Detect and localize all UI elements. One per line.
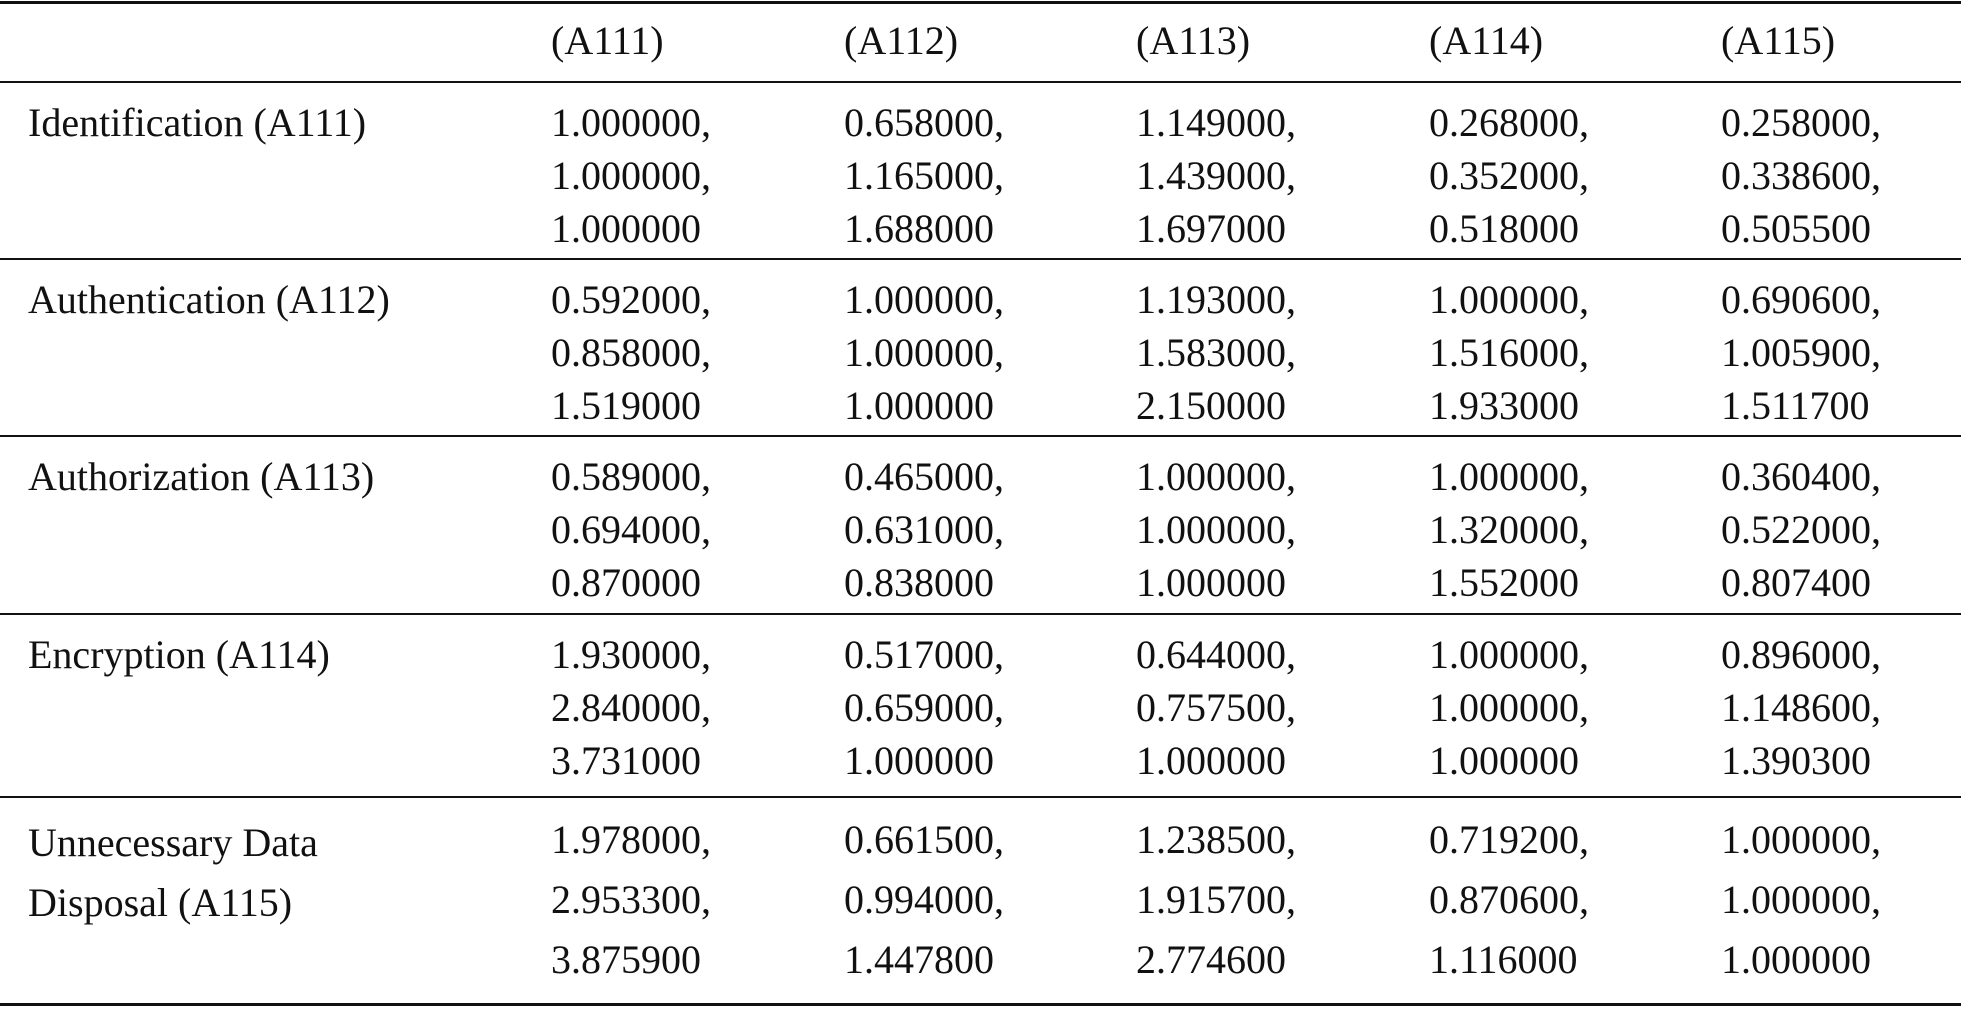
- row-label: Identification (A111): [28, 100, 367, 145]
- cell-value: 1.390300: [1721, 738, 1871, 783]
- column-header: (A112): [844, 18, 959, 63]
- cell-value: 1.000000,: [844, 330, 1004, 375]
- cell-value: 0.870000: [551, 560, 701, 605]
- cell-value: 0.268000,: [1429, 100, 1589, 145]
- cell-value: 1.915700,: [1136, 877, 1296, 922]
- cell-value: 1.000000: [844, 383, 994, 428]
- cell-value: 1.000000,: [1429, 277, 1589, 322]
- row-label: Authorization (A113): [28, 454, 375, 499]
- cell-value: 1.519000: [551, 383, 701, 428]
- column-header: (A114): [1429, 18, 1544, 63]
- cell-value: 1.116000: [1429, 937, 1578, 982]
- cell-value: 0.589000,: [551, 454, 711, 499]
- cell-value: 1.516000,: [1429, 330, 1589, 375]
- row-label: Unnecessary Data Disposal (A115): [28, 820, 318, 925]
- cell-value: 1.165000,: [844, 153, 1004, 198]
- cell-value: 1.000000,: [1136, 454, 1296, 499]
- cell-value: 0.522000,: [1721, 507, 1881, 552]
- cell-value: 1.930000,: [551, 632, 711, 677]
- cell-value: 1.005900,: [1721, 330, 1881, 375]
- cell-value: 1.193000,: [1136, 277, 1296, 322]
- cell-value: 1.000000,: [1429, 685, 1589, 730]
- cell-value: 2.150000: [1136, 383, 1286, 428]
- cell-value: 0.465000,: [844, 454, 1004, 499]
- cell-value: 3.731000: [551, 738, 701, 783]
- column-header: (A115): [1721, 18, 1836, 63]
- cell-value: 1.439000,: [1136, 153, 1296, 198]
- cell-value: 1.978000,: [551, 817, 711, 862]
- cell-value: 0.870600,: [1429, 877, 1589, 922]
- cell-value: 0.690600,: [1721, 277, 1881, 322]
- cell-value: 0.518000: [1429, 206, 1579, 251]
- cell-value: 1.000000,: [1136, 507, 1296, 552]
- cell-value: 0.659000,: [844, 685, 1004, 730]
- cell-value: 1.149000,: [1136, 100, 1296, 145]
- cell-value: 0.838000: [844, 560, 994, 605]
- cell-value: 1.688000: [844, 206, 994, 251]
- cell-value: 1.000000,: [1721, 877, 1881, 922]
- cell-value: 1.238500,: [1136, 817, 1296, 862]
- cell-value: 1.000000: [844, 738, 994, 783]
- cell-value: 1.000000: [1721, 937, 1871, 982]
- cell-value: 0.719200,: [1429, 817, 1589, 862]
- row-rule: [0, 1003, 1961, 1006]
- cell-value: 0.661500,: [844, 817, 1004, 862]
- cell-value: 1.000000: [1136, 738, 1286, 783]
- top-rule: [0, 1, 1961, 4]
- cell-value: 0.757500,: [1136, 685, 1296, 730]
- cell-value: 2.774600: [1136, 937, 1286, 982]
- row-rule: [0, 613, 1961, 615]
- cell-value: 0.694000,: [551, 507, 711, 552]
- cell-value: 1.447800: [844, 937, 994, 982]
- cell-value: 1.000000,: [844, 277, 1004, 322]
- cell-value: 0.517000,: [844, 632, 1004, 677]
- cell-value: 1.000000: [1136, 560, 1286, 605]
- column-header: (A113): [1136, 18, 1251, 63]
- cell-value: 0.858000,: [551, 330, 711, 375]
- cell-value: 1.552000: [1429, 560, 1579, 605]
- cell-value: 0.338600,: [1721, 153, 1881, 198]
- cell-value: 1.000000,: [1721, 817, 1881, 862]
- column-header: (A111): [551, 18, 664, 63]
- cell-value: 0.658000,: [844, 100, 1004, 145]
- cell-value: 3.875900: [551, 937, 701, 982]
- cell-value: 1.511700: [1721, 383, 1870, 428]
- cell-value: 1.000000: [551, 206, 701, 251]
- cell-value: 1.148600,: [1721, 685, 1881, 730]
- cell-value: 0.352000,: [1429, 153, 1589, 198]
- cell-value: 0.360400,: [1721, 454, 1881, 499]
- cell-value: 1.000000,: [551, 153, 711, 198]
- row-rule: [0, 258, 1961, 260]
- cell-value: 0.258000,: [1721, 100, 1881, 145]
- cell-value: 0.896000,: [1721, 632, 1881, 677]
- row-rule: [0, 435, 1961, 437]
- cell-value: 0.807400: [1721, 560, 1871, 605]
- cell-value: 0.505500: [1721, 206, 1871, 251]
- cell-value: 0.631000,: [844, 507, 1004, 552]
- cell-value: 1.320000,: [1429, 507, 1589, 552]
- cell-value: 1.000000,: [551, 100, 711, 145]
- row-rule: [0, 796, 1961, 798]
- cell-value: 2.953300,: [551, 877, 711, 922]
- cell-value: 1.933000: [1429, 383, 1579, 428]
- cell-value: 0.644000,: [1136, 632, 1296, 677]
- row-label: Encryption (A114): [28, 632, 330, 677]
- cell-value: 1.697000: [1136, 206, 1286, 251]
- row-label: Authentication (A112): [28, 277, 390, 322]
- cell-value: 1.583000,: [1136, 330, 1296, 375]
- header-rule: [0, 81, 1961, 83]
- cell-value: 0.592000,: [551, 277, 711, 322]
- cell-value: 1.000000,: [1429, 454, 1589, 499]
- cell-value: 1.000000: [1429, 738, 1579, 783]
- cell-value: 2.840000,: [551, 685, 711, 730]
- cell-value: 0.994000,: [844, 877, 1004, 922]
- cell-value: 1.000000,: [1429, 632, 1589, 677]
